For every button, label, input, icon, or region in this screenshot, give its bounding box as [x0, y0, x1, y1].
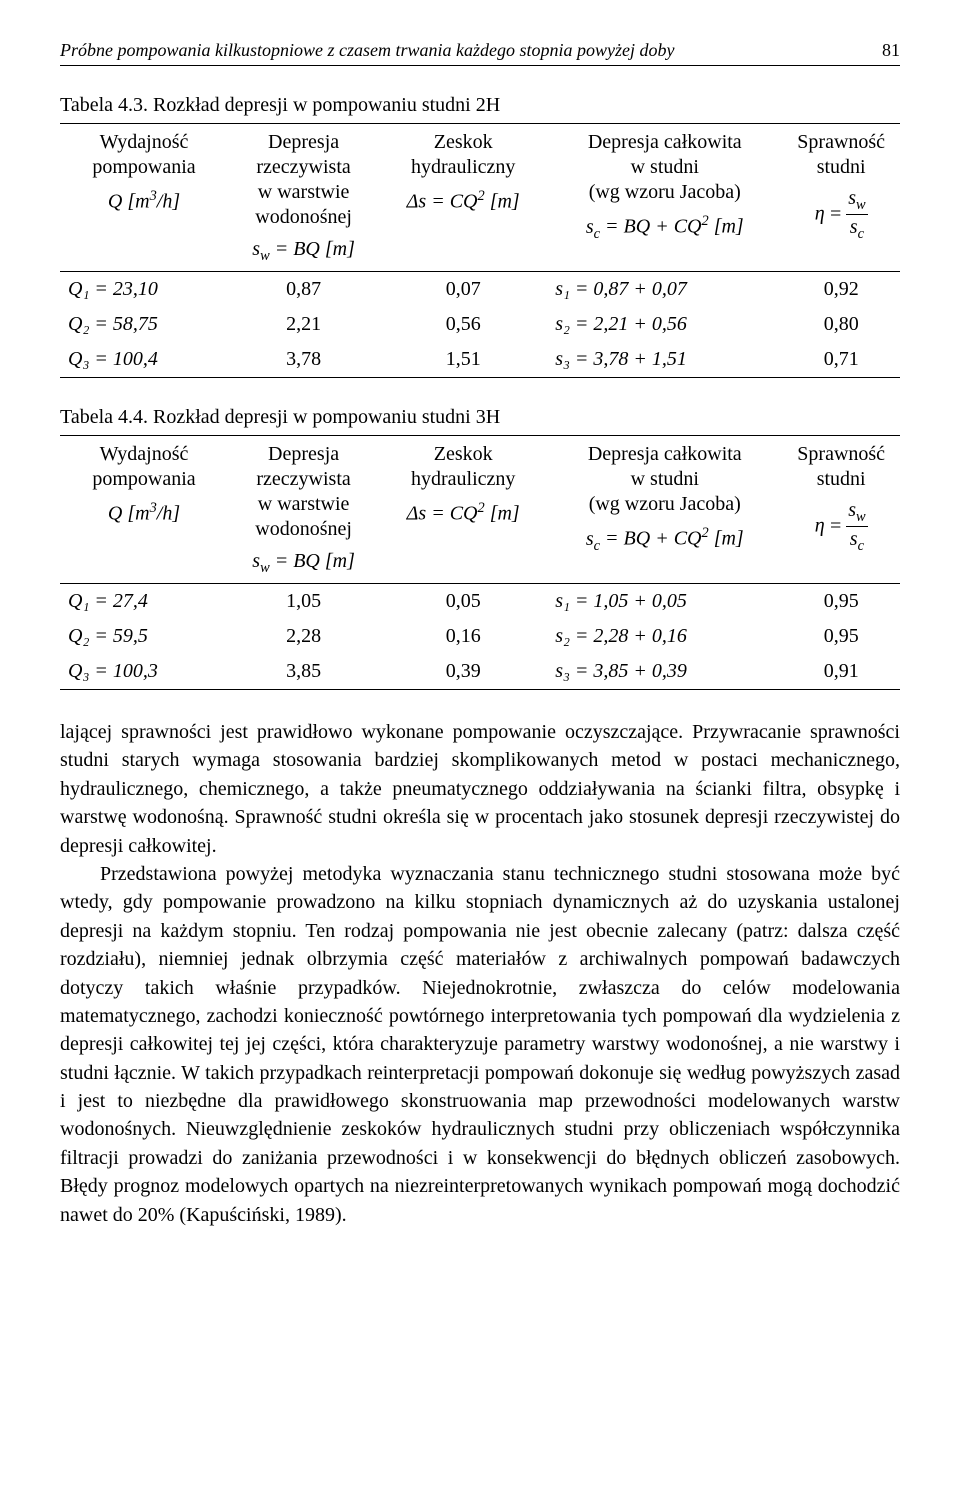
table-row: Q₃ = 100,4 3,78 1,51 s₃ = 3,78 + 1,51 0,… [60, 342, 900, 378]
t44-hdr-d-sub: η=swsc [815, 500, 868, 554]
t44-c: s₁ = 1,05 + 0,05 [547, 584, 782, 620]
t43-body: Q₁ = 23,10 0,87 0,07 s₁ = 0,87 + 0,07 0,… [60, 272, 900, 378]
t43-b: 1,51 [379, 342, 547, 378]
t43-hdr-c-sub: sc = BQ + CQ2 [m] [586, 213, 744, 243]
paragraph-2: Przedstawiona powyżej metodyka wyznaczan… [60, 860, 900, 1229]
t44-b: 0,16 [379, 619, 547, 654]
page-number: 81 [882, 40, 900, 61]
t44-a: 1,05 [228, 584, 379, 620]
t43-hdr-c: Depresja całkowita w studni (wg wzoru Ja… [547, 124, 782, 272]
t44-hdr-q-sub: Q [m3/h] [108, 500, 180, 526]
t43-hdr-q-top: Wydajność pompowania [92, 130, 195, 180]
table-row: Q₁ = 27,4 1,05 0,05 s₁ = 1,05 + 0,05 0,9… [60, 584, 900, 620]
t43-a: 3,78 [228, 342, 379, 378]
t44-a: 3,85 [228, 654, 379, 690]
t44-hdr-c-sub: sc = BQ + CQ2 [m] [586, 525, 744, 555]
t43-d: 0,92 [782, 272, 900, 308]
t44-hdr-a-sub: sw = BQ [m] [252, 550, 355, 577]
t44-b: 0,39 [379, 654, 547, 690]
t43-b: 0,56 [379, 307, 547, 342]
page-container: Próbne pompowania kilkustopniowe z czase… [0, 0, 960, 1289]
t44-hdr-a-top: Depresja rzeczywista w warstwie wodonośn… [255, 442, 352, 542]
t44-hdr-q-top: Wydajność pompowania [92, 442, 195, 492]
table-43: Wydajność pompowania Q [m3/h] Depresja r… [60, 123, 900, 378]
t43-a: 2,21 [228, 307, 379, 342]
t44-d: 0,91 [782, 654, 900, 690]
t43-q: Q₃ = 100,4 [60, 342, 228, 378]
t44-body: Q₁ = 27,4 1,05 0,05 s₁ = 1,05 + 0,05 0,9… [60, 584, 900, 690]
t43-hdr-d-top: Sprawność studni [797, 130, 885, 180]
t43-d: 0,80 [782, 307, 900, 342]
t43-hdr-d: Sprawność studni η=swsc [782, 124, 900, 272]
t43-hdr-a: Depresja rzeczywista w warstwie wodonośn… [228, 124, 379, 272]
t43-q: Q₁ = 23,10 [60, 272, 228, 308]
t43-hdr-q-sub: Q [m3/h] [108, 188, 180, 214]
running-head: Próbne pompowania kilkustopniowe z czase… [60, 40, 900, 66]
table-44-caption: Tabela 4.4. Rozkład depresji w pompowani… [60, 406, 900, 429]
t43-hdr-a-sub: sw = BQ [m] [252, 238, 355, 265]
t43-c: s₃ = 3,78 + 1,51 [547, 342, 782, 378]
table-row: Q₁ = 23,10 0,87 0,07 s₁ = 0,87 + 0,07 0,… [60, 272, 900, 308]
t44-b: 0,05 [379, 584, 547, 620]
t43-d: 0,71 [782, 342, 900, 378]
t44-hdr-c-top: Depresja całkowita w studni (wg wzoru Ja… [588, 442, 742, 517]
t44-hdr-d: Sprawność studni η=swsc [782, 436, 900, 584]
t44-d: 0,95 [782, 619, 900, 654]
t44-hdr-a: Depresja rzeczywista w warstwie wodonośn… [228, 436, 379, 584]
t44-c: s₂ = 2,28 + 0,16 [547, 619, 782, 654]
t44-c: s₃ = 3,85 + 0,39 [547, 654, 782, 690]
t44-d: 0,95 [782, 584, 900, 620]
body-text: lającej sprawności jest prawidłowo wykon… [60, 718, 900, 1229]
paragraph-1: lającej sprawności jest prawidłowo wykon… [60, 718, 900, 860]
t44-q: Q₃ = 100,3 [60, 654, 228, 690]
t43-hdr-a-top: Depresja rzeczywista w warstwie wodonośn… [255, 130, 352, 230]
t43-hdr-b: Zeskok hydrauliczny Δs = CQ2 [m] [379, 124, 547, 272]
t43-hdr-c-top: Depresja całkowita w studni (wg wzoru Ja… [588, 130, 742, 205]
t44-hdr-b-sub: Δs = CQ2 [m] [407, 500, 520, 526]
t43-c: s₁ = 0,87 + 0,07 [547, 272, 782, 308]
table-row: Q₂ = 58,75 2,21 0,56 s₂ = 2,21 + 0,56 0,… [60, 307, 900, 342]
t43-c: s₂ = 2,21 + 0,56 [547, 307, 782, 342]
t43-hdr-b-sub: Δs = CQ2 [m] [407, 188, 520, 214]
t44-q: Q₁ = 27,4 [60, 584, 228, 620]
t44-hdr-b-top: Zeskok hydrauliczny [411, 442, 515, 492]
t43-a: 0,87 [228, 272, 379, 308]
t43-hdr-q: Wydajność pompowania Q [m3/h] [60, 124, 228, 272]
table-44: Wydajność pompowania Q [m3/h] Depresja r… [60, 435, 900, 690]
t43-q: Q₂ = 58,75 [60, 307, 228, 342]
t44-hdr-c: Depresja całkowita w studni (wg wzoru Ja… [547, 436, 782, 584]
t44-hdr-q: Wydajność pompowania Q [m3/h] [60, 436, 228, 584]
t44-hdr-d-top: Sprawność studni [797, 442, 885, 492]
table-row: Q₃ = 100,3 3,85 0,39 s₃ = 3,85 + 0,39 0,… [60, 654, 900, 690]
table-43-caption: Tabela 4.3. Rozkład depresji w pompowani… [60, 94, 900, 117]
table-row: Q₂ = 59,5 2,28 0,16 s₂ = 2,28 + 0,16 0,9… [60, 619, 900, 654]
t44-a: 2,28 [228, 619, 379, 654]
t44-q: Q₂ = 59,5 [60, 619, 228, 654]
t43-b: 0,07 [379, 272, 547, 308]
t43-hdr-b-top: Zeskok hydrauliczny [411, 130, 515, 180]
running-head-title: Próbne pompowania kilkustopniowe z czase… [60, 40, 674, 61]
t44-hdr-b: Zeskok hydrauliczny Δs = CQ2 [m] [379, 436, 547, 584]
t43-hdr-d-sub: η=swsc [815, 188, 868, 242]
